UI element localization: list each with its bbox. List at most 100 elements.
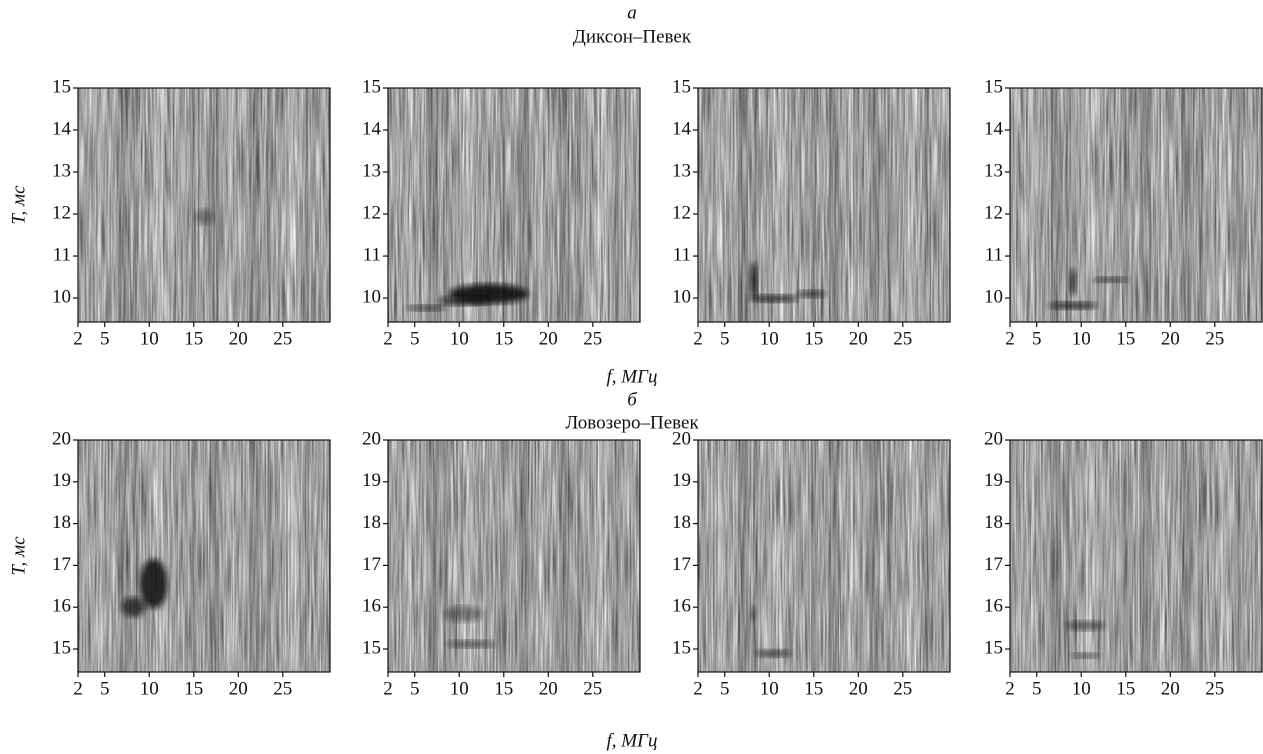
x-tick-label: 25	[583, 328, 602, 349]
x-tick-label: 15	[184, 328, 203, 349]
noise	[1010, 88, 1262, 322]
y-tick-label: 12	[52, 202, 71, 223]
x-tick-label: 20	[849, 678, 868, 699]
x-tick-label: 10	[760, 678, 779, 699]
frame	[697, 439, 951, 673]
y-tick-label: 14	[984, 118, 1004, 139]
y-tick-label: 11	[53, 244, 71, 265]
y-tick-label: 20	[52, 428, 71, 449]
y-tick-label: 19	[672, 470, 691, 491]
echo-trace	[796, 289, 827, 298]
x-tick-label: 15	[494, 678, 513, 699]
x-tick-label: 25	[1205, 328, 1224, 349]
x-tick-label: 2	[1005, 328, 1015, 349]
x-axis-label: f, МГц	[607, 730, 658, 751]
y-tick-label: 16	[672, 596, 691, 617]
x-tick-label: 2	[1005, 678, 1015, 699]
y-tick-label: 12	[362, 202, 381, 223]
y-tick-label: 17	[984, 554, 1003, 575]
y-tick-label: 11	[985, 244, 1003, 265]
y-tick-label: 16	[362, 596, 381, 617]
x-tick-label: 20	[229, 678, 248, 699]
noise	[388, 440, 640, 672]
y-tick-label: 18	[362, 512, 381, 533]
y-tick-label: 14	[672, 118, 692, 139]
y-tick-label: 11	[673, 244, 691, 265]
x-tick-label: 15	[804, 678, 823, 699]
y-tick-label: 15	[984, 637, 1003, 658]
echo-trace	[121, 597, 146, 618]
x-tick-label: 25	[893, 328, 912, 349]
y-tick-label: 19	[52, 470, 71, 491]
x-tick-label: 10	[450, 328, 469, 349]
y-tick-label: 15	[984, 76, 1003, 97]
x-tick-label: 25	[893, 678, 912, 699]
x-tick-label: 2	[383, 328, 393, 349]
x-tick-label: 15	[494, 328, 513, 349]
frame	[697, 87, 951, 323]
x-tick-label: 25	[273, 678, 292, 699]
y-tick-label: 18	[984, 512, 1003, 533]
x-tick-label: 20	[539, 328, 558, 349]
y-tick-label: 13	[362, 160, 381, 181]
noise	[698, 88, 950, 322]
y-tick-label: 10	[362, 286, 381, 307]
echo-trace	[1092, 276, 1129, 283]
panel: 15 16 17 18 19 20 2 5 10 15 20 25	[672, 428, 951, 699]
echo-trace	[1065, 620, 1106, 631]
echo-trace	[194, 208, 214, 225]
echo-trace	[749, 261, 758, 298]
noise	[78, 440, 330, 672]
y-tick-label: 15	[52, 637, 71, 658]
y-axis-label: T, мс	[8, 185, 29, 225]
x-tick-label: 5	[100, 678, 110, 699]
frame	[387, 87, 641, 323]
panel: 15 16 17 18 19 20 2 5 10 15 20 25	[52, 428, 331, 699]
y-tick-label: 17	[362, 554, 381, 575]
panel: 15 16 17 18 19 20 2 5 10 15 20 25	[362, 428, 641, 699]
x-tick-label: 2	[73, 678, 83, 699]
frame	[387, 439, 641, 673]
y-tick-label: 17	[672, 554, 691, 575]
x-tick-label: 15	[184, 678, 203, 699]
row-title: Диксон–Певек	[573, 26, 692, 47]
x-tick-label: 20	[1161, 678, 1180, 699]
panel-letter: а	[627, 2, 637, 23]
y-tick-label: 12	[984, 202, 1003, 223]
echo-trace	[748, 294, 799, 303]
y-tick-label: 10	[52, 286, 71, 307]
y-tick-label: 10	[984, 286, 1003, 307]
y-tick-label: 16	[52, 596, 71, 617]
x-tick-label: 2	[73, 328, 83, 349]
x-tick-label: 25	[583, 678, 602, 699]
y-tick-label: 16	[984, 596, 1003, 617]
x-tick-label: 10	[450, 678, 469, 699]
y-tick-label: 11	[363, 244, 381, 265]
noise	[78, 88, 330, 322]
y-tick-label: 13	[672, 160, 691, 181]
x-tick-label: 20	[1161, 328, 1180, 349]
x-tick-label: 5	[720, 678, 730, 699]
panel: 10 11 12 13 14 15 2 5 10 15 20 25	[52, 76, 331, 349]
y-tick-label: 18	[672, 512, 691, 533]
echo-trace	[1069, 268, 1077, 297]
noise	[698, 440, 950, 672]
x-tick-label: 10	[140, 678, 159, 699]
y-tick-label: 15	[672, 76, 691, 97]
x-tick-label: 20	[849, 328, 868, 349]
y-tick-label: 15	[52, 76, 71, 97]
y-tick-label: 18	[52, 512, 71, 533]
echo-trace	[405, 304, 446, 311]
echo-trace	[750, 606, 757, 622]
x-axis-label: f, МГц	[607, 366, 658, 387]
x-tick-label: 2	[693, 328, 703, 349]
x-tick-label: 2	[693, 678, 703, 699]
x-tick-label: 25	[1205, 678, 1224, 699]
x-tick-label: 5	[410, 328, 420, 349]
echo-trace	[446, 640, 497, 649]
frame	[77, 87, 331, 323]
y-tick-label: 20	[362, 428, 381, 449]
echo-trace	[1070, 652, 1101, 659]
frame	[77, 439, 331, 673]
